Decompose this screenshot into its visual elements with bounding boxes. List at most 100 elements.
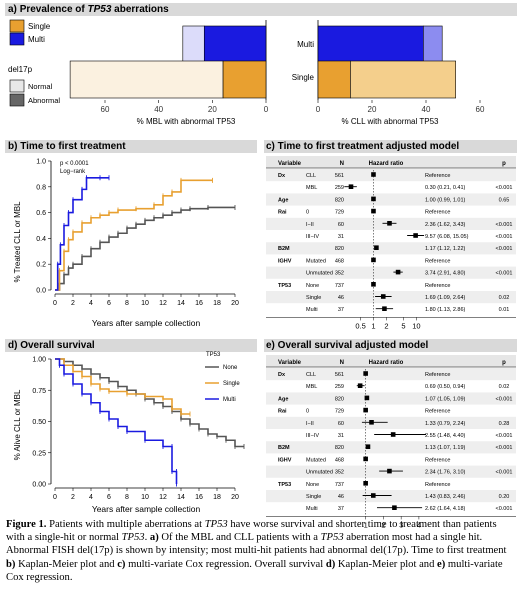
forest-row-stripe <box>266 169 516 182</box>
y-tick-label: 0.25 <box>32 450 46 457</box>
forest-header-bg <box>266 355 516 367</box>
forest-n: 729 <box>335 210 344 216</box>
forest-n: 468 <box>335 258 344 264</box>
forest-n: 352 <box>335 271 344 277</box>
forest-ci: 1.07 (1.05, 1.09) <box>425 396 466 402</box>
legend-single-swatch <box>9 19 25 33</box>
y-tick-label: 0.50 <box>32 419 46 426</box>
x-tick-label: 12 <box>159 494 167 501</box>
forest-ci: 1.43 (0.83, 2.46) <box>425 494 466 500</box>
panel-d-title: d) Overall survival <box>8 340 95 351</box>
forest-row-stripe <box>266 266 516 279</box>
mbl-x-tick-label: 40 <box>154 105 163 114</box>
forest-point <box>395 269 401 275</box>
figure-canvas: Single Multi del17p Normal Abnormal 60 40… <box>8 19 516 529</box>
panel-a-title-pre: Prevalence of <box>19 4 88 15</box>
forest-point <box>387 468 392 474</box>
caption-panel-ref: b) <box>6 558 16 570</box>
x-tick-label: 14 <box>177 300 185 307</box>
y-tick-label: 0.4 <box>36 236 46 243</box>
x-tick-label: 20 <box>231 494 239 501</box>
forest-point <box>392 505 397 510</box>
x-tick-label: 6 <box>107 494 111 501</box>
forest-ci: 1.17 (1.12, 1.22) <box>425 246 466 252</box>
forest-level: Mutated <box>306 457 326 463</box>
panel-a-title-bar <box>5 3 517 16</box>
caption-text: multi-variate Cox regression. <box>6 558 503 583</box>
forest-level: Unmutated <box>306 470 333 476</box>
forest-n: 729 <box>335 409 344 415</box>
forest-p: 0.02 <box>499 295 510 301</box>
forest-level: MBL <box>306 384 317 390</box>
x-tick-label: 0 <box>53 300 57 307</box>
forest-row-stripe <box>266 242 516 255</box>
forest-ci: Reference <box>425 173 450 179</box>
forest-ci: 1.33 (0.79, 2.24) <box>425 421 466 427</box>
forest-variable: TP53 <box>278 482 291 488</box>
forest-variable: IGHV <box>278 258 292 264</box>
forest-level: III−IV <box>306 234 319 240</box>
panel-d-legend-title: TP53 <box>206 352 221 358</box>
forest-point <box>413 233 418 238</box>
forest-level: 0 <box>306 409 309 415</box>
forest-x-tick-label: 2 <box>381 520 385 529</box>
forest-point <box>357 383 363 388</box>
forest-p: <0.001 <box>496 246 513 252</box>
forest-variable: TP53 <box>278 283 291 289</box>
forest-p: 0.01 <box>499 307 510 313</box>
forest-ci: 2.34 (1.76, 3.10) <box>425 470 466 476</box>
forest-point <box>364 395 370 401</box>
forest-n: 820 <box>335 197 344 203</box>
forest-level: None <box>306 283 319 289</box>
forest-variable: IGHV <box>278 457 292 463</box>
mbl-x-tick-label: 0 <box>264 105 269 114</box>
panel-d-km-plot: 0.00 0.25 0.50 0.75 1.00 0 2 4 6 8 10 12 14 16 18 20 % … <box>13 352 245 514</box>
legend-abnormal-label: Abnormal <box>28 96 60 105</box>
panel-a-letter: a) <box>8 4 17 15</box>
caption-gene: TP53 <box>121 532 145 544</box>
forest-p: <0.001 <box>496 271 513 277</box>
forest-n: 37 <box>338 506 344 512</box>
forest-level: None <box>306 482 319 488</box>
forest-n: 259 <box>335 384 344 390</box>
cll-x-ticks: 0 20 40 60 <box>316 100 485 114</box>
forest-ci: 1.00 (0.99, 1.01) <box>425 197 466 203</box>
forest-header-p: p <box>502 161 506 167</box>
mbl-multi-normal-bar <box>182 25 205 63</box>
cll-multi-abnormal-bar <box>317 25 424 63</box>
mbl-single-normal-bar <box>69 60 224 99</box>
cll-x-tick-label: 60 <box>476 105 485 114</box>
caption-text: aberration most had a single hit. Abnorm… <box>6 532 507 557</box>
y-tick-label: 1.00 <box>32 357 46 364</box>
forest-point <box>390 432 396 437</box>
legend-multi-km-label: Multi <box>223 397 236 403</box>
forest-ci: Reference <box>425 457 450 463</box>
x-tick-label: 8 <box>125 494 129 501</box>
forest-p: <0.001 <box>496 433 513 439</box>
x-tick-label: 20 <box>231 300 239 307</box>
forest-level: 0 <box>306 210 309 216</box>
forest-p: 0.02 <box>499 384 510 390</box>
forest-ci: 9.57 (6.08, 15.05) <box>425 234 469 240</box>
y-tick-label: 0.8 <box>36 184 46 191</box>
forest-level: Mutated <box>306 258 326 264</box>
legend-single-label: Single <box>28 22 51 31</box>
x-tick-label: 12 <box>159 300 167 307</box>
forest-x-tick-label: 1 <box>364 520 368 529</box>
legend-single-km-label: Single <box>223 381 240 387</box>
forest-p: <0.001 <box>496 234 513 240</box>
forest-row-stripe <box>266 416 516 429</box>
panel-d-axes: 0.00 0.25 0.50 0.75 1.00 0 2 4 6 8 10 12 14 16 18 20 <box>32 357 239 502</box>
forest-level: Single <box>306 494 321 500</box>
forest-point <box>382 306 387 311</box>
caption-gene: TP53 <box>320 532 344 544</box>
cll-single-normal-bar <box>350 60 456 99</box>
panel-c-forest-plot: Variable N Hazard ratio p Dx CLL 561 Reference M… <box>266 156 516 330</box>
y-tick-label: 0.6 <box>36 210 46 217</box>
forest-variable: Dx <box>278 173 286 179</box>
caption-figure-label: Figure 1. <box>6 519 47 530</box>
forest-level: CLL <box>306 173 316 179</box>
forest-point <box>374 245 379 250</box>
forest-level: I−II <box>306 222 314 228</box>
y-tick-label: 0.75 <box>32 388 46 395</box>
